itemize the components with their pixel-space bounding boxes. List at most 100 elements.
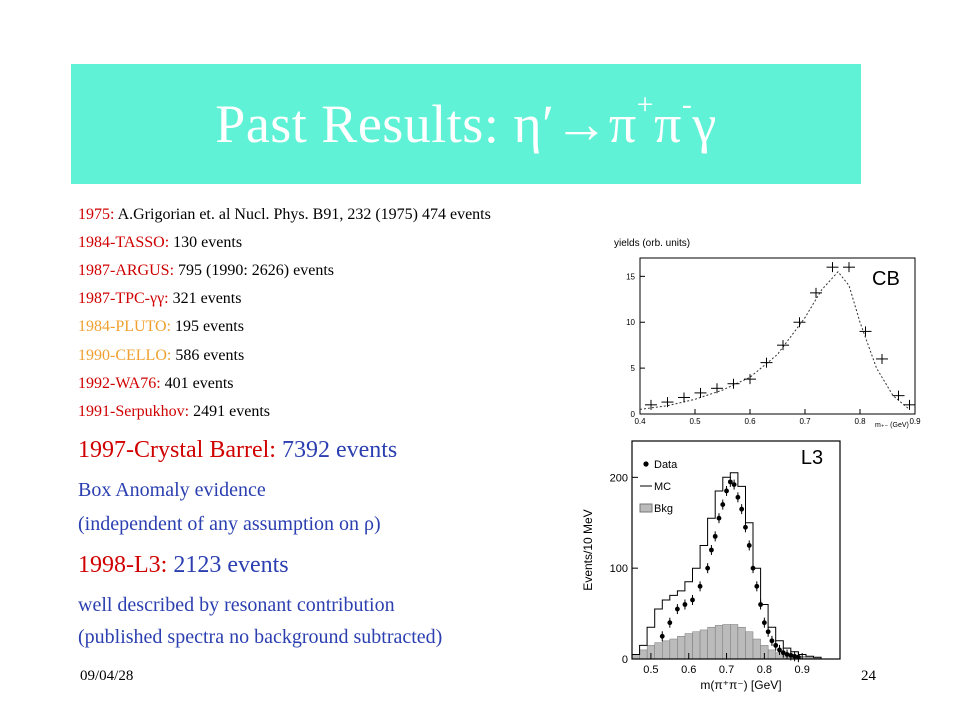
x-tick-label: 0.7 (799, 417, 811, 426)
data-point (780, 650, 786, 656)
data-point (760, 357, 773, 368)
reference-label: 1991-Serpukhov: (78, 402, 190, 420)
data-point (792, 653, 798, 659)
slide-title: Past Results: η′→π+π-γ (215, 88, 717, 155)
data-point (697, 583, 703, 589)
data-point (661, 397, 674, 408)
reference-line: 1984-TASSO: 130 events (78, 234, 242, 252)
reference-line: 1987-TPC-γγ: 321 events (78, 290, 241, 308)
reference-text: 795 (1990: 2626) events (174, 262, 334, 280)
x-tick-label: 0.5 (689, 417, 701, 426)
reference-line: 1975: A.Grigorian et. al Nucl. Phys. B91… (78, 206, 491, 224)
title-bar: Past Results: η′→π+π-γ (71, 64, 861, 184)
reference-line: 1987-ARGUS: 795 (1990: 2626) events (78, 262, 334, 280)
x-tick-label: 0.6 (744, 417, 756, 426)
data-point (773, 642, 779, 648)
data-point (716, 515, 722, 521)
data-point (859, 326, 872, 337)
data-point (731, 482, 737, 487)
data-point (690, 597, 695, 603)
crystal-barrel-line: 1997-Crystal Barrel: 7392 events (78, 437, 398, 463)
y-tick-label: 5 (631, 364, 636, 373)
data-point (796, 654, 801, 660)
data-point (682, 602, 688, 607)
data-point (709, 547, 714, 553)
legend-bkg-marker (639, 503, 653, 513)
y-tick-label: 0 (622, 654, 628, 666)
published-text: (published spectra no background subtrac… (78, 626, 443, 648)
reference-line: 1991-Serpukhov: 2491 events (78, 403, 270, 421)
cb-chart: yields (orb. units) m₊₋ (GeV) 0.4 0.5 0.6 0.7… (614, 238, 921, 429)
data-point (720, 502, 726, 507)
y-axis-label: Events/10 MeV (581, 509, 595, 590)
data-point (754, 583, 760, 589)
data-point (711, 383, 723, 394)
box-anomaly-text: Box Anomaly evidence (78, 479, 266, 501)
data-point (739, 506, 745, 512)
x-tick-label: 0.9 (795, 664, 810, 676)
y-tick-label: 0 (631, 410, 636, 419)
legend-bkg-label: Bkg (654, 503, 673, 515)
mc-histogram (631, 472, 822, 660)
y-tick-label: 100 (610, 563, 628, 575)
data-point (793, 317, 806, 328)
data-point (826, 262, 839, 273)
data-point (903, 399, 916, 410)
x-tick-label: 0.5 (643, 664, 658, 676)
fit-curve (639, 271, 910, 410)
data-point (758, 602, 763, 607)
data-point (705, 565, 711, 571)
bkg-bar (714, 625, 724, 660)
data-point (746, 543, 752, 548)
bkg-bar (692, 631, 701, 660)
data-point (678, 392, 690, 403)
data-point (667, 620, 673, 626)
reference-text: A.Grigorian et. al Nucl. Phys. B91, 232 … (114, 206, 491, 223)
data-point (712, 533, 718, 539)
reference-label: 1975: (78, 206, 115, 223)
data-point (674, 606, 680, 612)
data-point (788, 652, 794, 658)
reference-text: 401 events (160, 374, 234, 392)
chart-tag: L3 (801, 447, 823, 469)
reference-line: 1990-CELLO: 586 events (78, 347, 244, 365)
bkg-bar (639, 649, 648, 660)
reference-line: 1984-PLUTO: 195 events (78, 318, 244, 336)
x-tick-label: 0.7 (719, 664, 734, 676)
data-point (777, 647, 782, 653)
l3-line: 1998-L3: 2123 events (78, 552, 289, 578)
chart-tag: CB (872, 268, 900, 290)
x-tick-label: 0.8 (854, 417, 866, 426)
l3-chart: 0.5 0.6 0.7 0.8 0.9 0 100 200 Events/10 MeV m(π⁺π… (581, 440, 841, 692)
bkg-bar (662, 640, 671, 660)
data-point (735, 494, 741, 500)
page-number: 24 (861, 668, 876, 684)
bkg-bar (677, 636, 686, 660)
bkg-bar (631, 654, 640, 660)
bkg-bar (654, 642, 663, 660)
data-point (765, 629, 771, 635)
y-tick-label: 15 (626, 272, 635, 281)
data-point (694, 387, 707, 398)
data-point (810, 287, 822, 298)
data-point (743, 524, 748, 530)
reference-text: 195 events (171, 318, 244, 336)
reference-text: 130 events (169, 234, 243, 252)
reference-line: 1992-WA76: 401 events (78, 375, 234, 393)
y-tick-label: 200 (610, 472, 628, 484)
footer-date: 09/04/28 (80, 668, 134, 684)
reference-label: 1984-PLUTO: (78, 318, 172, 336)
bkg-bar (745, 631, 754, 660)
bkg-bar (767, 649, 776, 660)
data-point (727, 378, 740, 389)
reference-label: 1984-TASSO: (78, 234, 170, 252)
data-point (843, 262, 855, 273)
x-axis-label: m₊₋ (GeV) (875, 422, 909, 429)
plot-frame (631, 440, 841, 660)
data-point (727, 479, 733, 485)
x-tick-label: 0.4 (634, 417, 646, 426)
y-tick-label: 10 (626, 318, 635, 327)
bkg-bar (752, 638, 761, 660)
data-point (724, 488, 729, 494)
bkg-bar (730, 624, 739, 660)
